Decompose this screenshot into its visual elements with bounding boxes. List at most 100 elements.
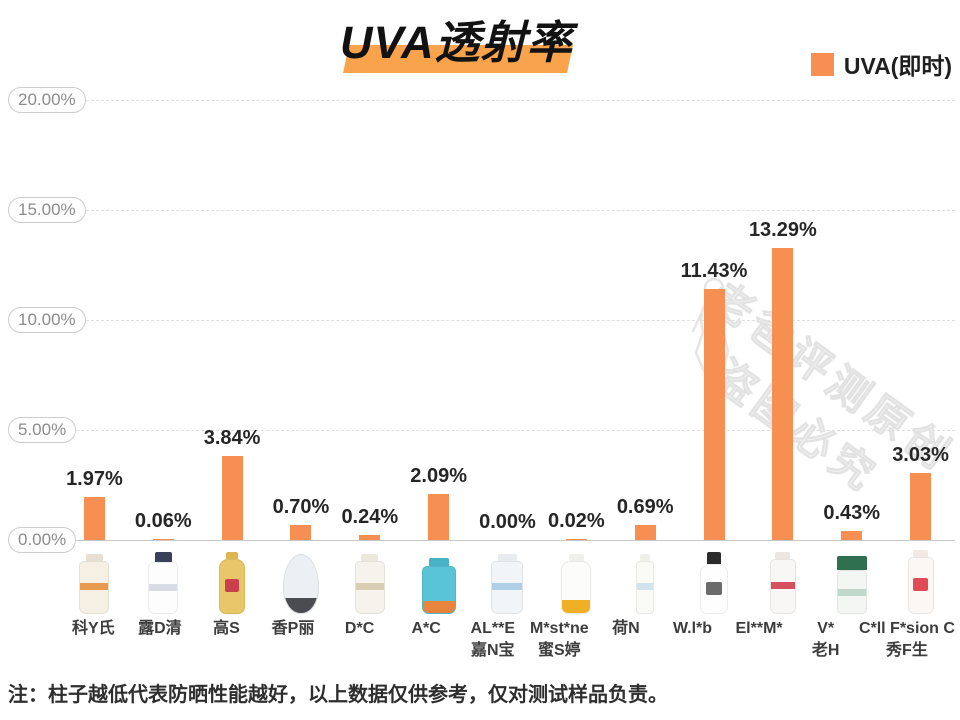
bar [359,534,381,540]
y-tick-pill: 20.00% [8,87,86,113]
y-tick-pill: 5.00% [8,417,77,443]
product-image [79,554,110,614]
product-cap [775,552,791,559]
category-labels-row: 科Y氏 露D清 高S 香P丽 D*C A*C AL**E 嘉N宝 M*st*ne 蜜S婷 荷N W.l… [60,618,955,661]
category-label-line: El**M* [735,620,783,637]
category-label-line: 香P丽 [271,620,315,637]
category-label: 荷N [593,618,660,661]
category-label-line: C*ll F*sion C [858,620,955,637]
category-label-line: 高S [213,620,240,637]
category-label: 香P丽 [260,618,327,661]
bar-column: 2.09% [404,100,473,540]
bar-value-label: 0.24% [341,505,399,528]
product-body [769,559,796,614]
category-label: V* 老H [792,618,859,661]
product-column [542,544,611,614]
category-label-line: 蜜S婷 [537,641,581,659]
legend-swatch-icon [810,52,834,76]
product-cap [225,552,239,559]
product-accent [492,583,523,591]
products-row [60,544,955,614]
product-image [282,554,319,614]
product-cap [498,554,517,561]
bar-column: 3.84% [198,100,267,540]
product-body [907,557,934,614]
bar [290,524,312,540]
category-label: D*C [326,618,393,661]
product-cap [428,558,449,566]
category-label-line: D*C [344,620,375,637]
category-label-line: 嘉N宝 [470,641,515,659]
product-cap [913,550,929,557]
product-body [836,570,867,614]
gridline [36,100,955,101]
product-cap [154,552,172,562]
bar-column: 3.03% [886,100,955,540]
bar-column: 0.43% [817,100,886,540]
product-accent [837,588,866,596]
product-image [836,556,867,614]
category-label: 高S [193,618,260,661]
product-cap [569,554,584,561]
product-column [611,544,680,614]
product-body [79,561,110,614]
category-label-line: 露D清 [138,620,182,637]
product-body [282,554,319,614]
product-body [148,562,179,614]
product-column [198,544,267,614]
category-label-line: 秀F生 [886,641,928,659]
bar-value-label: 0.00% [479,511,536,533]
y-tick-pill: 10.00% [8,307,86,333]
category-label: 露D清 [127,618,194,661]
product-accent [422,601,455,613]
bar-value-label: 3.84% [203,426,261,449]
bar-value-label: 3.03% [892,444,949,467]
product-body [491,561,524,614]
y-tick-pill: 15.00% [8,197,86,223]
bar-column: 0.69% [611,100,680,540]
bar-column: 1.97% [60,100,129,540]
bar-column: 0.06% [129,100,198,540]
bar-value-label: 2.09% [410,465,467,488]
legend-label: UVA(即时) [843,53,952,79]
bar-value-label: 0.70% [272,495,330,518]
product-column [886,544,955,614]
bar-value-label: 13.29% [748,218,817,241]
bar [221,455,243,540]
product-column [817,544,886,614]
product-body [700,564,729,614]
bar-column: 0.24% [335,100,404,540]
chart-title-block: UVA透射率 [340,6,573,73]
bar [634,524,656,540]
category-label-line: 荷N [612,620,640,637]
product-column [335,544,404,614]
category-label: A*C [393,618,460,661]
category-label-line: V* [817,620,835,637]
gridline [36,430,955,431]
product-cap [836,556,867,570]
bar [152,538,174,540]
bar-column: 11.43% [680,100,749,540]
product-image [491,554,524,614]
product-body [354,561,385,614]
product-image [907,550,934,614]
product-accent [283,597,318,613]
category-label-line: 老H [811,641,840,659]
category-label-line: W.l*b [672,620,713,637]
product-image [700,552,729,614]
gridline [36,210,955,211]
bar-value-label: 0.69% [616,495,674,518]
product-accent [224,579,240,593]
note-text: 注：柱子越低代表防晒性能越好，以上数据仅供参考，仅对测试样品负责。 [8,684,668,706]
bar [910,473,932,540]
product-image [769,552,796,614]
bar [428,494,450,540]
product-cap [707,552,721,564]
product-body [421,566,456,614]
product-accent [80,583,109,591]
category-label: 科Y氏 [60,618,127,661]
product-column [680,544,749,614]
product-column [473,544,542,614]
bar [772,247,794,540]
